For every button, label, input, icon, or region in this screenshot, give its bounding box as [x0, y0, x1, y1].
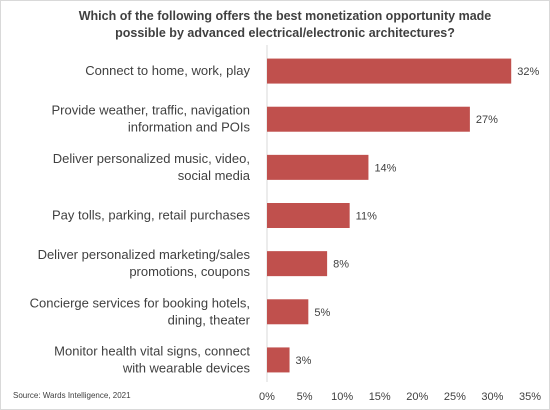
bar	[267, 251, 328, 277]
x-tick-label: 25%	[444, 391, 466, 403]
bar	[267, 58, 512, 84]
bar	[267, 106, 470, 132]
x-tick-label: 10%	[331, 391, 353, 403]
data-label: 3%	[296, 355, 312, 367]
data-label: 11%	[356, 211, 377, 223]
category-label: Deliver personalized marketing/sales	[38, 247, 251, 262]
x-tick-label: 35%	[519, 391, 541, 403]
bar	[267, 203, 350, 228]
chart-title: Which of the following offers the best m…	[60, 8, 510, 42]
data-label: 32%	[517, 66, 539, 78]
x-tick-label: 15%	[369, 391, 391, 403]
data-label: 5%	[314, 307, 330, 319]
category-label: Deliver personalized music, video,	[53, 151, 250, 166]
category-label: social media	[178, 168, 251, 183]
category-label: Connect to home, work, play	[85, 63, 250, 78]
chart-title-line-2: possible by advanced electrical/electron…	[115, 26, 455, 40]
category-label: Provide weather, traffic, navigation	[52, 103, 251, 118]
x-tick-label: 20%	[406, 391, 428, 403]
category-label: Concierge services for booking hotels,	[30, 295, 250, 310]
category-label: Monitor health vital signs, connect	[54, 343, 250, 358]
data-label: 14%	[374, 162, 396, 174]
data-label: 27%	[476, 114, 498, 126]
x-tick-label: 30%	[481, 391, 503, 403]
bar	[267, 154, 369, 180]
x-tick-label: 0%	[259, 391, 275, 403]
category-label: information and POIs	[128, 120, 251, 135]
category-label: with wearable devices	[122, 360, 251, 375]
source-note: Source: Wards Intelligence, 2021	[13, 391, 131, 400]
category-label: dining, theater	[168, 312, 251, 327]
bar	[267, 347, 290, 373]
x-tick-label: 5%	[297, 391, 313, 403]
category-label: promotions, coupons	[129, 264, 250, 279]
data-label: 8%	[333, 259, 349, 271]
bar	[267, 299, 309, 325]
chart-title-line-1: Which of the following offers the best m…	[78, 9, 492, 23]
category-label: Pay tolls, parking, retail purchases	[52, 208, 250, 223]
